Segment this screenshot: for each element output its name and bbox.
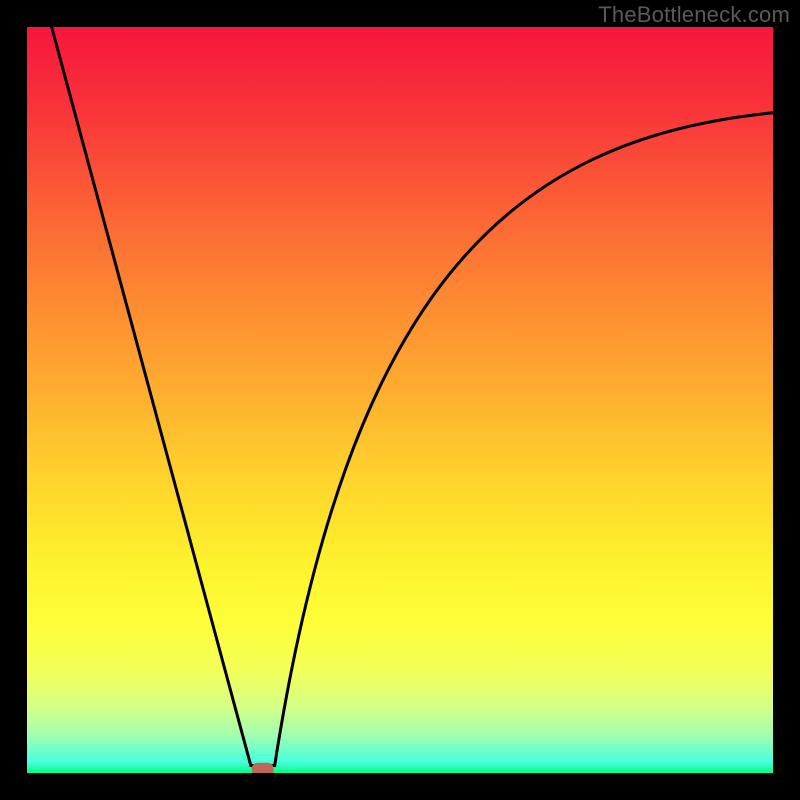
bottleneck-chart: [0, 0, 800, 800]
watermark-text: TheBottleneck.com: [598, 2, 790, 28]
plot-area: [27, 27, 773, 773]
chart-container: TheBottleneck.com: [0, 0, 800, 800]
